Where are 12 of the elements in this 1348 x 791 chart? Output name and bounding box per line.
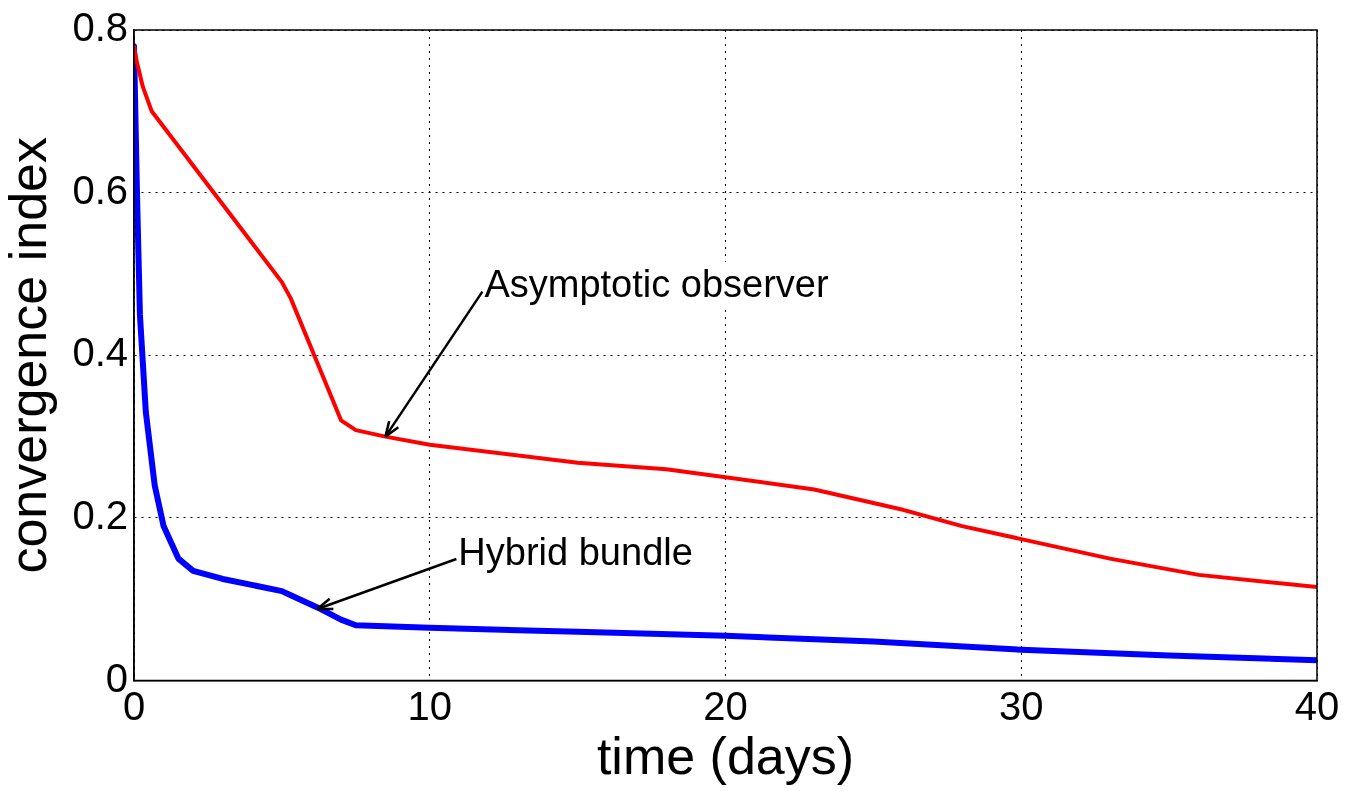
y-tick-label: 0.2	[72, 492, 129, 537]
x-tick-label: 40	[1294, 683, 1340, 728]
x-tick-label: 20	[703, 683, 748, 728]
x-tick-label: 30	[999, 683, 1044, 728]
y-tick-label: 0.8	[72, 5, 129, 50]
y-tick-label: 0.4	[72, 330, 129, 375]
x-tick-label: 10	[407, 683, 452, 728]
y-tick-label: 0.6	[72, 167, 129, 212]
y-axis-title: convergence index	[0, 137, 57, 574]
annotation: Hybrid bundle	[458, 530, 693, 573]
annotation: Asymptotic observer	[484, 263, 829, 306]
x-axis-title: time (days)	[596, 727, 855, 786]
